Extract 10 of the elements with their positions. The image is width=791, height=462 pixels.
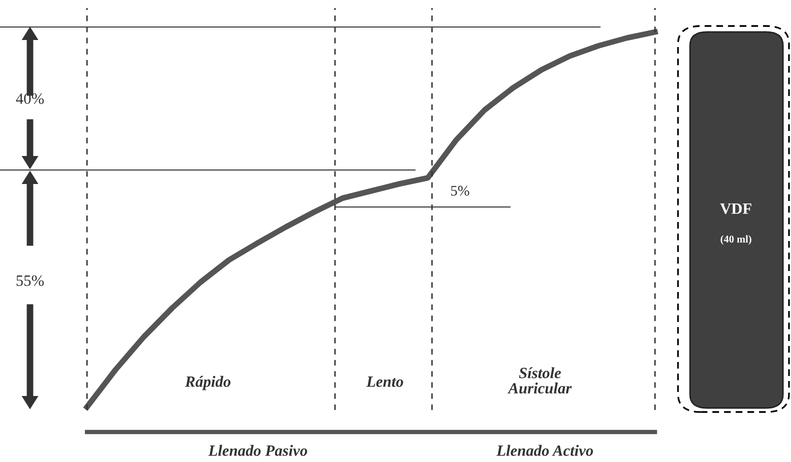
text: 55% — [16, 275, 44, 286]
annotation: Rápido — [184, 376, 230, 390]
annotation: 5% — [451, 186, 470, 196]
text: Llenado Activo — [496, 444, 593, 456]
annotation: Lento — [366, 376, 404, 387]
text: 40% — [16, 93, 44, 104]
text: Llenado Pasivo — [208, 444, 308, 456]
text: VDF — [720, 204, 752, 214]
annotation: Sístole Auricular — [507, 367, 572, 394]
text: (40 ml) — [720, 235, 752, 245]
